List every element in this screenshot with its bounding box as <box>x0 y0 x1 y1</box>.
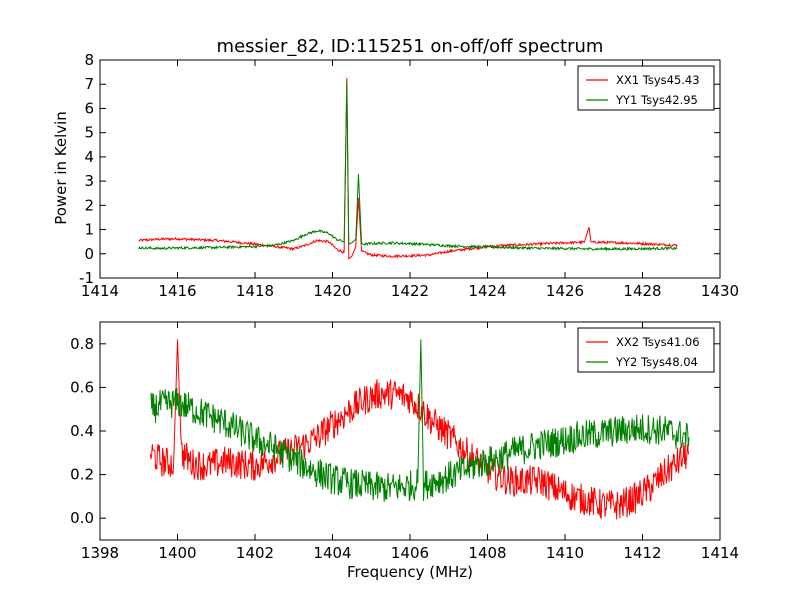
legend-label: XX1 Tsys45.43 <box>616 73 700 87</box>
series-line-yy1-tsys42-95 <box>138 81 678 252</box>
y-tick-label: 3 <box>84 172 94 190</box>
x-tick-label: 1424 <box>468 282 506 300</box>
x-tick-label: 1406 <box>391 544 429 562</box>
series-line-yy2-tsys48-04 <box>149 339 690 502</box>
x-tick-label: 1418 <box>236 282 274 300</box>
x-tick-label: 1404 <box>313 544 351 562</box>
top-plot-marks: 1414 1416 1418 1420 1422 1424 1426 1428 1430-101… <box>79 51 739 300</box>
legend-box <box>577 65 715 111</box>
x-tick-label: 1398 <box>81 544 119 562</box>
x-tick-label: 1414 <box>701 544 739 562</box>
x-tick-label: 1410 <box>546 544 584 562</box>
bottom-x-axis-label: Frequency (MHz) <box>347 563 473 581</box>
legend-box <box>577 327 715 373</box>
top-legend: XX1 Tsys45.43 YY1 Tsys42.95 <box>577 65 715 111</box>
top-plot-frame <box>99 59 721 279</box>
bottom-legend: XX2 Tsys41.06 YY2 Tsys48.04 <box>577 327 715 373</box>
x-tick-label: 1420 <box>313 282 351 300</box>
y-tick-label: 0.2 <box>70 466 94 484</box>
legend-label: YY2 Tsys48.04 <box>615 355 698 369</box>
top-chart-title: messier_82, ID:115251 on-off/off spectru… <box>217 36 604 57</box>
x-tick-label: 1402 <box>236 544 274 562</box>
x-tick-label: 1426 <box>546 282 584 300</box>
y-tick-label: 1 <box>84 221 94 239</box>
x-tick-label: 1422 <box>391 282 429 300</box>
y-tick-label: 0.4 <box>70 422 94 440</box>
y-tick-label: 0.6 <box>70 378 94 396</box>
y-tick-label: 0.0 <box>70 509 94 527</box>
y-tick-label: 0.8 <box>70 335 94 353</box>
bottom-plot-frame <box>99 321 721 541</box>
series-line-xx1-tsys45-43 <box>138 78 678 260</box>
y-tick-label: 6 <box>84 99 94 117</box>
y-tick-label: 0 <box>84 245 94 263</box>
x-tick-label: 1416 <box>158 282 196 300</box>
series-line-xx2-tsys41-06 <box>149 339 690 520</box>
x-tick-label: 1430 <box>701 282 739 300</box>
x-tick-label: 1400 <box>158 544 196 562</box>
top-y-axis-label: Power in Kelvin <box>52 111 70 225</box>
x-tick-label: 1408 <box>468 544 506 562</box>
legend-label: YY1 Tsys42.95 <box>615 93 698 107</box>
y-tick-label: -1 <box>79 269 94 287</box>
top-spectrum-panel: messier_82, ID:115251 on-off/off spectru… <box>52 36 739 300</box>
legend-label: XX2 Tsys41.06 <box>616 335 700 349</box>
x-tick-label: 1428 <box>623 282 661 300</box>
y-tick-label: 5 <box>84 124 94 142</box>
y-tick-label: 2 <box>84 196 94 214</box>
y-tick-label: 7 <box>84 75 94 93</box>
y-tick-label: 8 <box>84 51 94 69</box>
bottom-spectrum-panel: Frequency (MHz) 1398 1400 1402 1404 1406 1408… <box>70 321 739 581</box>
x-tick-label: 1414 <box>81 282 119 300</box>
bottom-plot-marks: 1398 1400 1402 1404 1406 1408 1410 1412 1414 0.0 0… <box>70 322 739 562</box>
x-tick-label: 1412 <box>623 544 661 562</box>
y-tick-label: 4 <box>84 148 94 166</box>
